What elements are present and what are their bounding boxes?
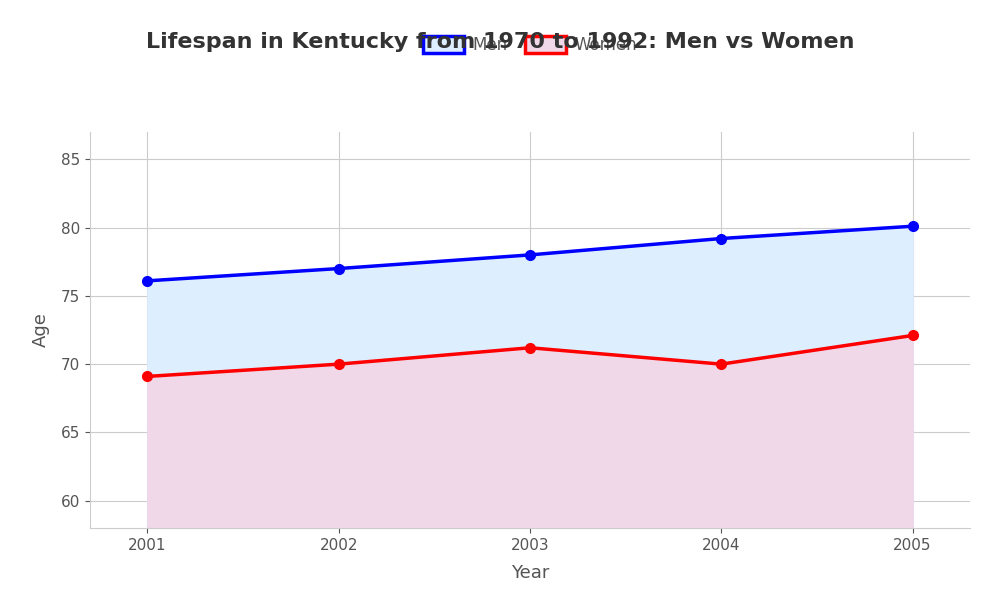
Text: Lifespan in Kentucky from 1970 to 1992: Men vs Women: Lifespan in Kentucky from 1970 to 1992: … — [146, 32, 854, 52]
X-axis label: Year: Year — [511, 564, 549, 582]
Y-axis label: Age: Age — [32, 313, 50, 347]
Legend: Men, Women: Men, Women — [416, 29, 644, 61]
